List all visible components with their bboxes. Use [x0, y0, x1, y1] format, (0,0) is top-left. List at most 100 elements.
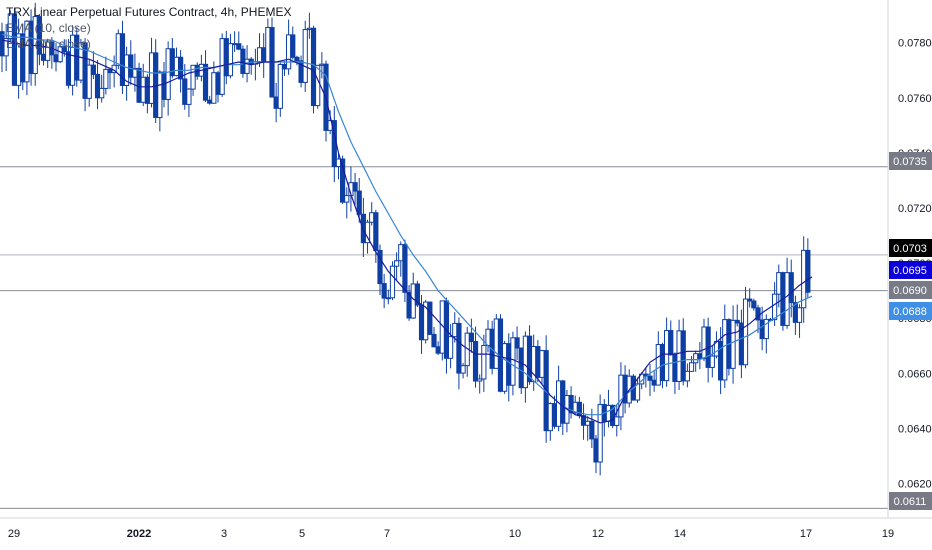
x-tick-label: 3 [221, 528, 227, 540]
ema-lines [1, 33, 813, 424]
candle-bull [319, 63, 325, 66]
candle-bull [776, 272, 782, 295]
candle-bear [61, 46, 67, 53]
candle-bull [140, 76, 146, 103]
candle-bear [340, 158, 346, 203]
candle-bear [747, 298, 753, 302]
candle-bull [522, 335, 528, 389]
candle-bull [364, 221, 371, 244]
candle-bear [668, 330, 674, 356]
candle-bull [784, 272, 790, 326]
candle-bull [510, 337, 516, 386]
candle-bull [460, 365, 466, 374]
price-tags: 0.0735 0.0703 0.0695 0.0690 0.0688 0.0611 [889, 152, 932, 510]
candle-bear [377, 249, 383, 285]
candle-bull [597, 404, 603, 463]
candle-bear [65, 51, 72, 86]
candle-bull [614, 416, 620, 426]
candle-bull [315, 64, 321, 107]
candle-bull [190, 64, 196, 90]
x-tick-label: 12 [592, 528, 604, 540]
candle-bull [227, 43, 234, 77]
price-tag-label: 0.0735 [893, 156, 927, 168]
candle-bear [805, 249, 811, 293]
candle-bull [684, 370, 690, 382]
candle-bull [693, 353, 699, 364]
candle-bull [709, 355, 715, 368]
candle-bear [373, 212, 379, 251]
legend-ema-20: EMA (20, close) [6, 37, 91, 51]
y-tick-label: 0.0620 [898, 479, 932, 491]
candle-bodies [0, 13, 811, 463]
candle-bull [277, 63, 283, 109]
candle-bear [418, 304, 425, 341]
candle-bull [730, 319, 736, 369]
candle-bull [398, 244, 404, 262]
price-tag-label: 0.0703 [893, 243, 927, 255]
candle-bear [144, 76, 150, 104]
candle-bull [493, 318, 499, 369]
x-tick-label: 10 [509, 528, 521, 540]
candle-bear [94, 73, 101, 99]
price-tag-label: 0.0688 [893, 306, 927, 318]
candle-bull [477, 378, 483, 382]
candle-bear [294, 56, 300, 62]
candle-bear [178, 56, 184, 80]
horizontal-levels [0, 166, 888, 509]
candle-bull [742, 298, 749, 366]
candle-bull [676, 330, 682, 382]
y-tick-label: 0.0780 [898, 38, 932, 50]
x-tick-label: 29 [8, 528, 20, 540]
price-tag-box [889, 492, 932, 510]
candle-bear [281, 63, 288, 70]
candle-bull [539, 350, 545, 378]
candle-bear [402, 244, 408, 293]
candle-bear [207, 99, 213, 104]
candle-bear [273, 96, 279, 109]
price-tag-box [889, 152, 932, 170]
candle-bear [759, 319, 765, 340]
candle-bear [651, 379, 657, 386]
candle-bull [385, 297, 391, 300]
candle-bear [240, 48, 246, 74]
candle-bull [618, 374, 624, 418]
candle-bear [310, 27, 317, 107]
candle-bear [535, 346, 541, 378]
candle-bull [605, 404, 612, 422]
candle-bull [57, 46, 63, 63]
candle-bear [551, 403, 558, 427]
candle-bull [481, 344, 487, 380]
candle-bull [448, 336, 454, 359]
candle-bear [356, 190, 362, 215]
candle-bull [211, 72, 217, 104]
candle-bull [306, 27, 312, 31]
candle-bear [136, 67, 142, 103]
candle-bear [352, 182, 358, 192]
candle-bear [580, 415, 587, 426]
candle-bear [290, 34, 296, 58]
candle-bear [659, 344, 666, 382]
candle-bear [593, 438, 599, 463]
candle-bear [647, 375, 653, 381]
x-tick-label: 7 [384, 528, 390, 540]
candle-bear [589, 420, 595, 440]
candle-bull [485, 328, 491, 346]
candle-bull [722, 319, 728, 381]
candle-bull [772, 293, 778, 321]
candle-bull [585, 420, 591, 426]
candle-bear [427, 301, 433, 335]
candle-bear [697, 353, 703, 360]
candle-bear [526, 335, 533, 383]
x-tick-label: 2022 [127, 528, 151, 540]
candle-bull [502, 343, 508, 392]
candle-bull [688, 362, 695, 372]
y-tick-label: 0.0760 [898, 93, 932, 105]
candle-bear [751, 300, 757, 309]
candle-bear [36, 16, 42, 55]
candle-bear [40, 53, 47, 61]
y-tick-label: 0.0720 [898, 203, 932, 215]
candle-bull [763, 318, 769, 340]
x-tick-label: 17 [800, 528, 812, 540]
